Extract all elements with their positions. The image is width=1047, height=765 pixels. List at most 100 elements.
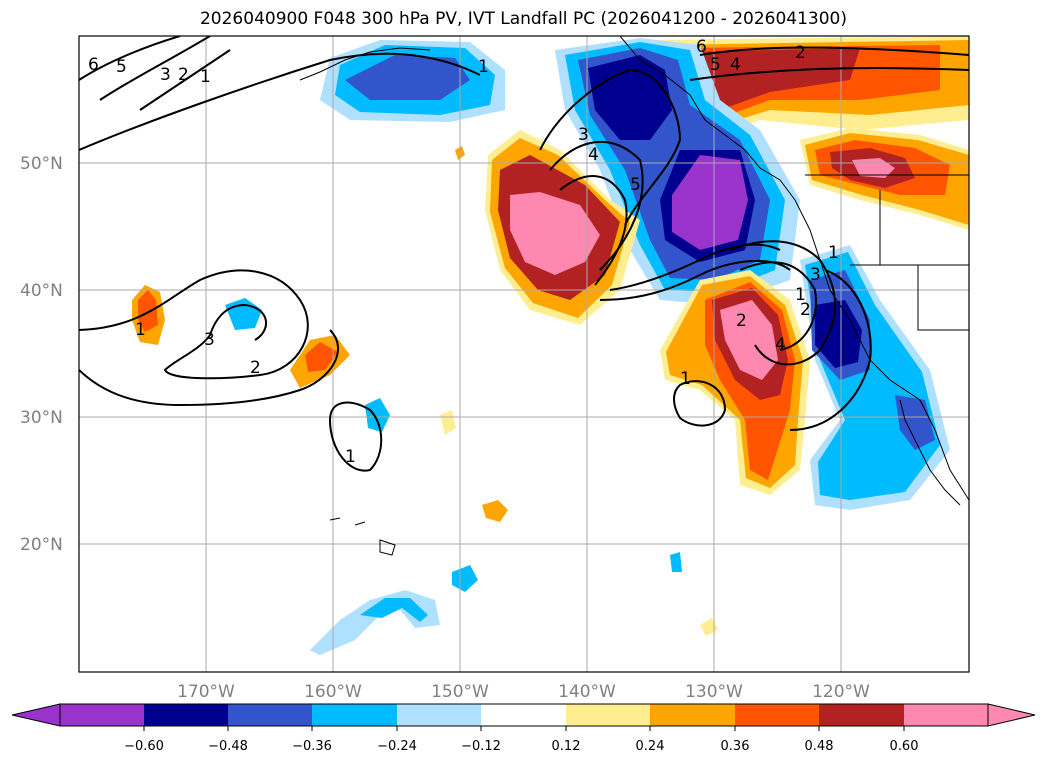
contour-label: 3 bbox=[160, 65, 171, 85]
contour-label: 5 bbox=[630, 175, 641, 195]
lon-label-120w: 120°W bbox=[812, 682, 870, 702]
pv-contour-north-2 bbox=[79, 36, 181, 81]
contour-label: 1 bbox=[200, 67, 211, 87]
colorbar-tick-label: 0.60 bbox=[890, 739, 919, 754]
colorbar-tick-label: −0.36 bbox=[292, 739, 332, 754]
pc-shade-neg-small-4 bbox=[670, 552, 682, 572]
lat-label-30: 30°N bbox=[20, 408, 63, 428]
lon-label-140w: 140°W bbox=[558, 682, 616, 702]
contour-label: 1 bbox=[828, 243, 839, 263]
pv-contour-trough-2 bbox=[549, 141, 644, 271]
pv-contour-west-2 bbox=[79, 329, 340, 407]
contour-label: 6 bbox=[88, 55, 99, 75]
contour-label: 2 bbox=[250, 358, 261, 378]
colorbar-bin bbox=[397, 704, 481, 726]
pc-shade-pos-west-blob-2-core bbox=[305, 342, 338, 372]
pc-shade-neg-central-blob bbox=[365, 398, 390, 432]
colorbar-bin bbox=[735, 704, 819, 726]
pc-shade-pos-pink-2 bbox=[510, 192, 600, 275]
lon-label-160w: 160°W bbox=[304, 682, 362, 702]
pc-shade-neg-south-blob-core bbox=[360, 598, 428, 622]
hawaii-islands bbox=[329, 517, 396, 556]
pv-contour-trough-4 bbox=[599, 259, 791, 301]
coastline-alaska bbox=[619, 36, 969, 501]
contour-label: 5 bbox=[710, 55, 721, 75]
coastline-baja bbox=[899, 399, 961, 506]
contour-label: 4 bbox=[730, 55, 741, 75]
lat-labels: 50°N 40°N 30°N 20°N bbox=[20, 154, 63, 555]
lon-label-170w: 170°W bbox=[177, 682, 235, 702]
pc-shade-pos-hawaii-blob bbox=[482, 500, 508, 522]
contour-label: 3 bbox=[578, 125, 589, 145]
pc-shade-neg-purple-2 bbox=[672, 155, 748, 250]
border-states bbox=[850, 190, 969, 331]
colorbar-tick-label: 0.24 bbox=[636, 739, 665, 754]
map-frame bbox=[78, 35, 970, 673]
contour-label: 1 bbox=[680, 369, 691, 389]
pv-contour-small-loop bbox=[673, 380, 727, 427]
contour-label: 2 bbox=[178, 65, 189, 85]
colorbar-tick-label: 0.48 bbox=[805, 739, 834, 754]
pv-contour-north-3 bbox=[99, 36, 211, 101]
lon-label-130w: 130°W bbox=[685, 682, 743, 702]
contour-label: 4 bbox=[588, 145, 599, 165]
pv-contour-trough-3 bbox=[559, 175, 628, 286]
pv-contour-ne-2 bbox=[689, 67, 969, 81]
colorbar-bin bbox=[481, 704, 566, 726]
pc-shade-pos-pink-3 bbox=[720, 300, 778, 380]
pv-contour-coast-3 bbox=[789, 269, 872, 431]
pv-contour-coast-2 bbox=[739, 261, 817, 351]
colorbar-ticks bbox=[143, 726, 905, 731]
pv-contour-trough-1 bbox=[539, 68, 682, 226]
colorbar-extend-left bbox=[11, 703, 61, 727]
colorbar-tick-label: −0.60 bbox=[124, 739, 164, 754]
pv-contour-ne-1 bbox=[699, 46, 969, 56]
contour-label: 3 bbox=[204, 330, 215, 350]
colorbar-bin bbox=[650, 704, 735, 726]
colorbar-bin bbox=[566, 704, 650, 726]
map-panel: 6 5 3 2 1 1 3 4 5 6 5 4 2 1 3 2 1 1 1 2 … bbox=[78, 35, 970, 673]
contour-label: 5 bbox=[116, 57, 127, 77]
pv-contour-coast-1 bbox=[729, 240, 836, 366]
pc-shading-layer bbox=[132, 36, 969, 655]
contour-label: 3 bbox=[810, 265, 821, 285]
pv-contour-trough-5 bbox=[609, 243, 781, 291]
colorbar-tick-labels: −0.60 −0.48 −0.36 −0.24 −0.12 0.12 0.24 … bbox=[124, 739, 918, 754]
colorbar-tick-label: −0.48 bbox=[208, 739, 248, 754]
colorbar-bin bbox=[60, 704, 144, 726]
colorbar-tick-label: −0.24 bbox=[377, 739, 417, 754]
colorbar-tick-label: 0.36 bbox=[721, 739, 750, 754]
lon-labels: 170°W 160°W 150°W 140°W 130°W 120°W bbox=[177, 682, 870, 702]
colorbar-bin bbox=[819, 704, 904, 726]
colorbar-frame bbox=[59, 703, 989, 727]
pc-shade-pos-west-blob-core bbox=[138, 290, 158, 332]
colorbar-tick-label: −0.12 bbox=[461, 739, 501, 754]
contour-labels: 6 5 3 2 1 1 3 4 5 6 5 4 2 1 3 2 1 1 1 2 … bbox=[88, 37, 839, 467]
colorbar-extend-right bbox=[987, 703, 1036, 727]
pv-contours bbox=[79, 36, 969, 472]
colorbar-bin bbox=[228, 704, 312, 726]
pc-shade-pos-small-2 bbox=[440, 410, 456, 435]
contour-label: 2 bbox=[736, 311, 747, 331]
contour-label: 1 bbox=[345, 447, 356, 467]
pc-shade-neg-navy-3 bbox=[815, 300, 862, 368]
pc-shade-neg-blue bbox=[345, 55, 470, 100]
pv-contour-north-1 bbox=[79, 52, 481, 151]
colorbar-bin bbox=[904, 704, 988, 726]
map-title: 2026040900 F048 300 hPa PV, IVT Landfall… bbox=[199, 9, 847, 29]
lat-label-50: 50°N bbox=[20, 154, 63, 174]
lat-label-20: 20°N bbox=[20, 535, 63, 555]
gridlines bbox=[79, 36, 969, 672]
contour-label: 4 bbox=[775, 335, 786, 355]
colorbar-tick-label: 0.12 bbox=[552, 739, 581, 754]
contour-label: 6 bbox=[696, 37, 707, 57]
colorbar-bin bbox=[312, 704, 397, 726]
colorbar: −0.60 −0.48 −0.36 −0.24 −0.12 0.12 0.24 … bbox=[11, 703, 1036, 754]
pv-contour-north-4 bbox=[139, 49, 231, 111]
contour-label: 2 bbox=[795, 43, 806, 63]
lat-label-40: 40°N bbox=[20, 281, 63, 301]
coastlines bbox=[299, 36, 969, 556]
contour-label: 1 bbox=[795, 285, 806, 305]
contour-label: 1 bbox=[135, 320, 146, 340]
